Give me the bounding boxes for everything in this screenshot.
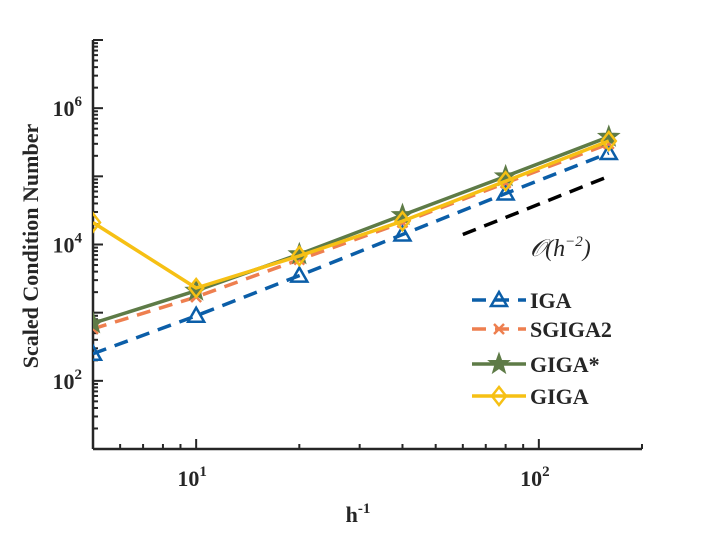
reference-line-layer (462, 174, 610, 237)
legend-swatch-marker (490, 384, 508, 408)
star-marker (287, 241, 312, 265)
legend-label: IGA (530, 288, 572, 313)
series-line (93, 139, 610, 290)
x-tick-label: 102 (520, 464, 550, 491)
data-point (393, 210, 412, 233)
data-point (93, 211, 102, 234)
series-line (93, 151, 610, 356)
triangle-marker (598, 142, 619, 161)
data-point (290, 244, 308, 267)
diamond-marker (187, 276, 205, 300)
y-tick-label: 102 (53, 367, 83, 394)
y-tick-label: 104 (53, 231, 83, 258)
triangle-marker (289, 265, 310, 283)
series-line (93, 135, 610, 325)
data-point (392, 224, 413, 242)
legend-swatch-marker (487, 351, 511, 375)
triangle-marker (495, 182, 516, 201)
x-axis-title: h-1 (346, 501, 371, 527)
series-iga (93, 142, 619, 361)
data-point (93, 310, 105, 334)
data-point (289, 265, 310, 283)
legend-label: GIGA (530, 384, 589, 409)
triangle-marker (392, 224, 413, 242)
diamond-marker (93, 211, 102, 234)
axis-ticks: 101 102 102 104 106 (53, 39, 643, 491)
diamond-marker (290, 244, 308, 267)
triangle-marker (186, 305, 207, 324)
data-point (598, 142, 619, 161)
legend-swatch-marker (488, 289, 510, 308)
data-point (186, 305, 207, 324)
data-point (187, 276, 205, 300)
legend-entry-sgiga2: SGIGA2 (472, 317, 612, 342)
data-point (93, 343, 104, 361)
legend: IGA SGIGA2 GIGA* GIGA (472, 288, 612, 409)
legend-label: GIGA* (530, 352, 600, 377)
x-tick-label: 101 (177, 464, 207, 491)
x-marker-stroke (93, 327, 99, 335)
star-marker (93, 310, 105, 334)
legend-entry-giga: GIGA* (472, 351, 600, 377)
legend-entry-giga: GIGA (472, 384, 589, 409)
diamond-marker (497, 170, 515, 193)
series-giga (93, 129, 618, 300)
data-point (495, 182, 516, 201)
y-tick-label: 106 (53, 94, 83, 121)
data-point (600, 129, 618, 153)
diamond-marker (490, 384, 508, 408)
reference-line (462, 174, 610, 237)
diamond-marker (600, 129, 618, 153)
triangle-marker (488, 289, 510, 308)
y-axis-title: Scaled Condition Number (18, 124, 43, 369)
legend-swatch-marker (493, 323, 505, 335)
triangle-marker (93, 343, 104, 361)
legend-entry-iga: IGA (472, 288, 572, 313)
series-layer (93, 124, 621, 361)
legend-label: SGIGA2 (530, 317, 612, 342)
data-point (287, 241, 312, 265)
data-point (497, 170, 515, 193)
diamond-marker (393, 210, 412, 233)
x-marker-stroke (493, 323, 505, 335)
reference-line-label: 𝒪(h−2) (530, 234, 591, 262)
star-marker (487, 351, 511, 375)
